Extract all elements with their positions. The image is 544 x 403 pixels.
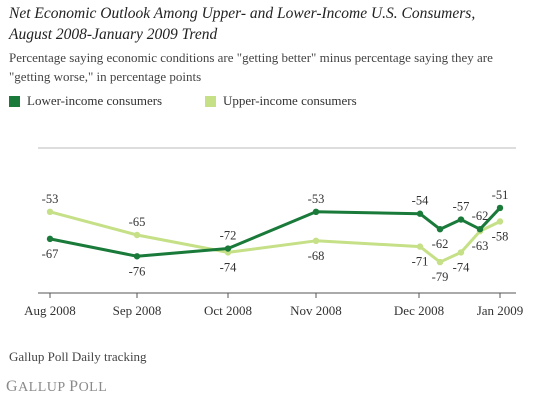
x-tick-label-3: Nov 2008 <box>290 303 342 318</box>
chart-title: Net Economic Outlook Among Upper- and Lo… <box>9 3 539 45</box>
chart-title-line-1: Net Economic Outlook Among Upper- and Lo… <box>9 5 476 22</box>
logo-letter-p: P <box>69 378 79 395</box>
data-point-lower-6 <box>457 216 465 223</box>
legend-label-upper-income: Upper-income consumers <box>223 93 357 108</box>
chart-title-line-2: August 2008-January 2009 Trend <box>9 26 218 43</box>
data-label-lower-3: -53 <box>308 192 325 206</box>
chart-subtitle-line-2: "getting worse," in percentage points <box>9 69 202 84</box>
data-label-lower-4: -54 <box>412 194 429 208</box>
data-label-lower-8: -51 <box>492 188 509 202</box>
legend-label-lower-income: Lower-income consumers <box>27 93 163 108</box>
data-point-lower-2 <box>224 245 232 252</box>
chart-subtitle-line-1: Percentage saying economic conditions ar… <box>9 50 493 65</box>
data-label-lower-7: -62 <box>472 209 489 223</box>
data-label-upper-0: -53 <box>42 192 59 206</box>
logo-letter-g: G <box>6 378 19 395</box>
data-point-upper-0 <box>46 208 54 215</box>
data-point-lower-5 <box>436 226 444 233</box>
data-label-lower-1: -76 <box>129 264 146 278</box>
logo-part-oll: OLL <box>78 380 108 395</box>
x-tick-label-1: Sep 2008 <box>113 303 162 318</box>
data-label-lower-5: -62 <box>432 237 449 251</box>
data-point-upper-3 <box>312 237 320 244</box>
source-note: Gallup Poll Daily tracking <box>9 349 147 364</box>
legend-swatch-upper-income <box>205 96 216 107</box>
data-point-lower-4 <box>416 210 424 217</box>
data-label-lower-2: -72 <box>220 229 237 243</box>
data-label-upper-1: -65 <box>129 215 146 229</box>
chart-subtitle: Percentage saying economic conditions ar… <box>9 48 539 86</box>
data-label-upper-2: -74 <box>220 260 237 274</box>
data-point-upper-5 <box>436 258 444 266</box>
data-point-upper-1 <box>133 231 141 239</box>
data-label-upper-6: -74 <box>453 260 470 274</box>
x-tick-label-0: Aug 2008 <box>24 303 76 318</box>
data-label-upper-8: -58 <box>492 229 509 243</box>
x-tick-label-5: Jan 2009 <box>477 303 524 318</box>
data-point-upper-6 <box>457 249 465 256</box>
legend-swatch-lower-income <box>9 96 20 107</box>
data-label-upper-3: -68 <box>308 249 325 263</box>
data-point-lower-0 <box>46 235 54 243</box>
data-label-upper-5: -79 <box>432 270 449 284</box>
data-label-lower-6: -57 <box>453 200 470 214</box>
x-tick-label-4: Dec 2008 <box>394 303 444 318</box>
data-point-upper-4 <box>416 243 424 250</box>
data-point-lower-3 <box>312 208 320 215</box>
data-point-lower-7 <box>476 226 484 233</box>
gallup-poll-logo: GALLUP POLL <box>6 378 107 396</box>
data-label-upper-4: -71 <box>412 255 429 269</box>
logo-part-allup: ALLUP <box>18 380 70 395</box>
data-point-lower-1 <box>133 253 141 260</box>
data-label-upper-7: -63 <box>472 239 489 253</box>
data-point-lower-8 <box>496 204 504 212</box>
x-tick-label-2: Oct 2008 <box>204 303 252 318</box>
data-point-upper-8 <box>496 218 504 225</box>
data-label-lower-0: -67 <box>42 247 59 261</box>
line-chart: Aug 2008 Sep 2008 Oct 2008 Nov 2008 Dec 2008… <box>24 147 524 318</box>
